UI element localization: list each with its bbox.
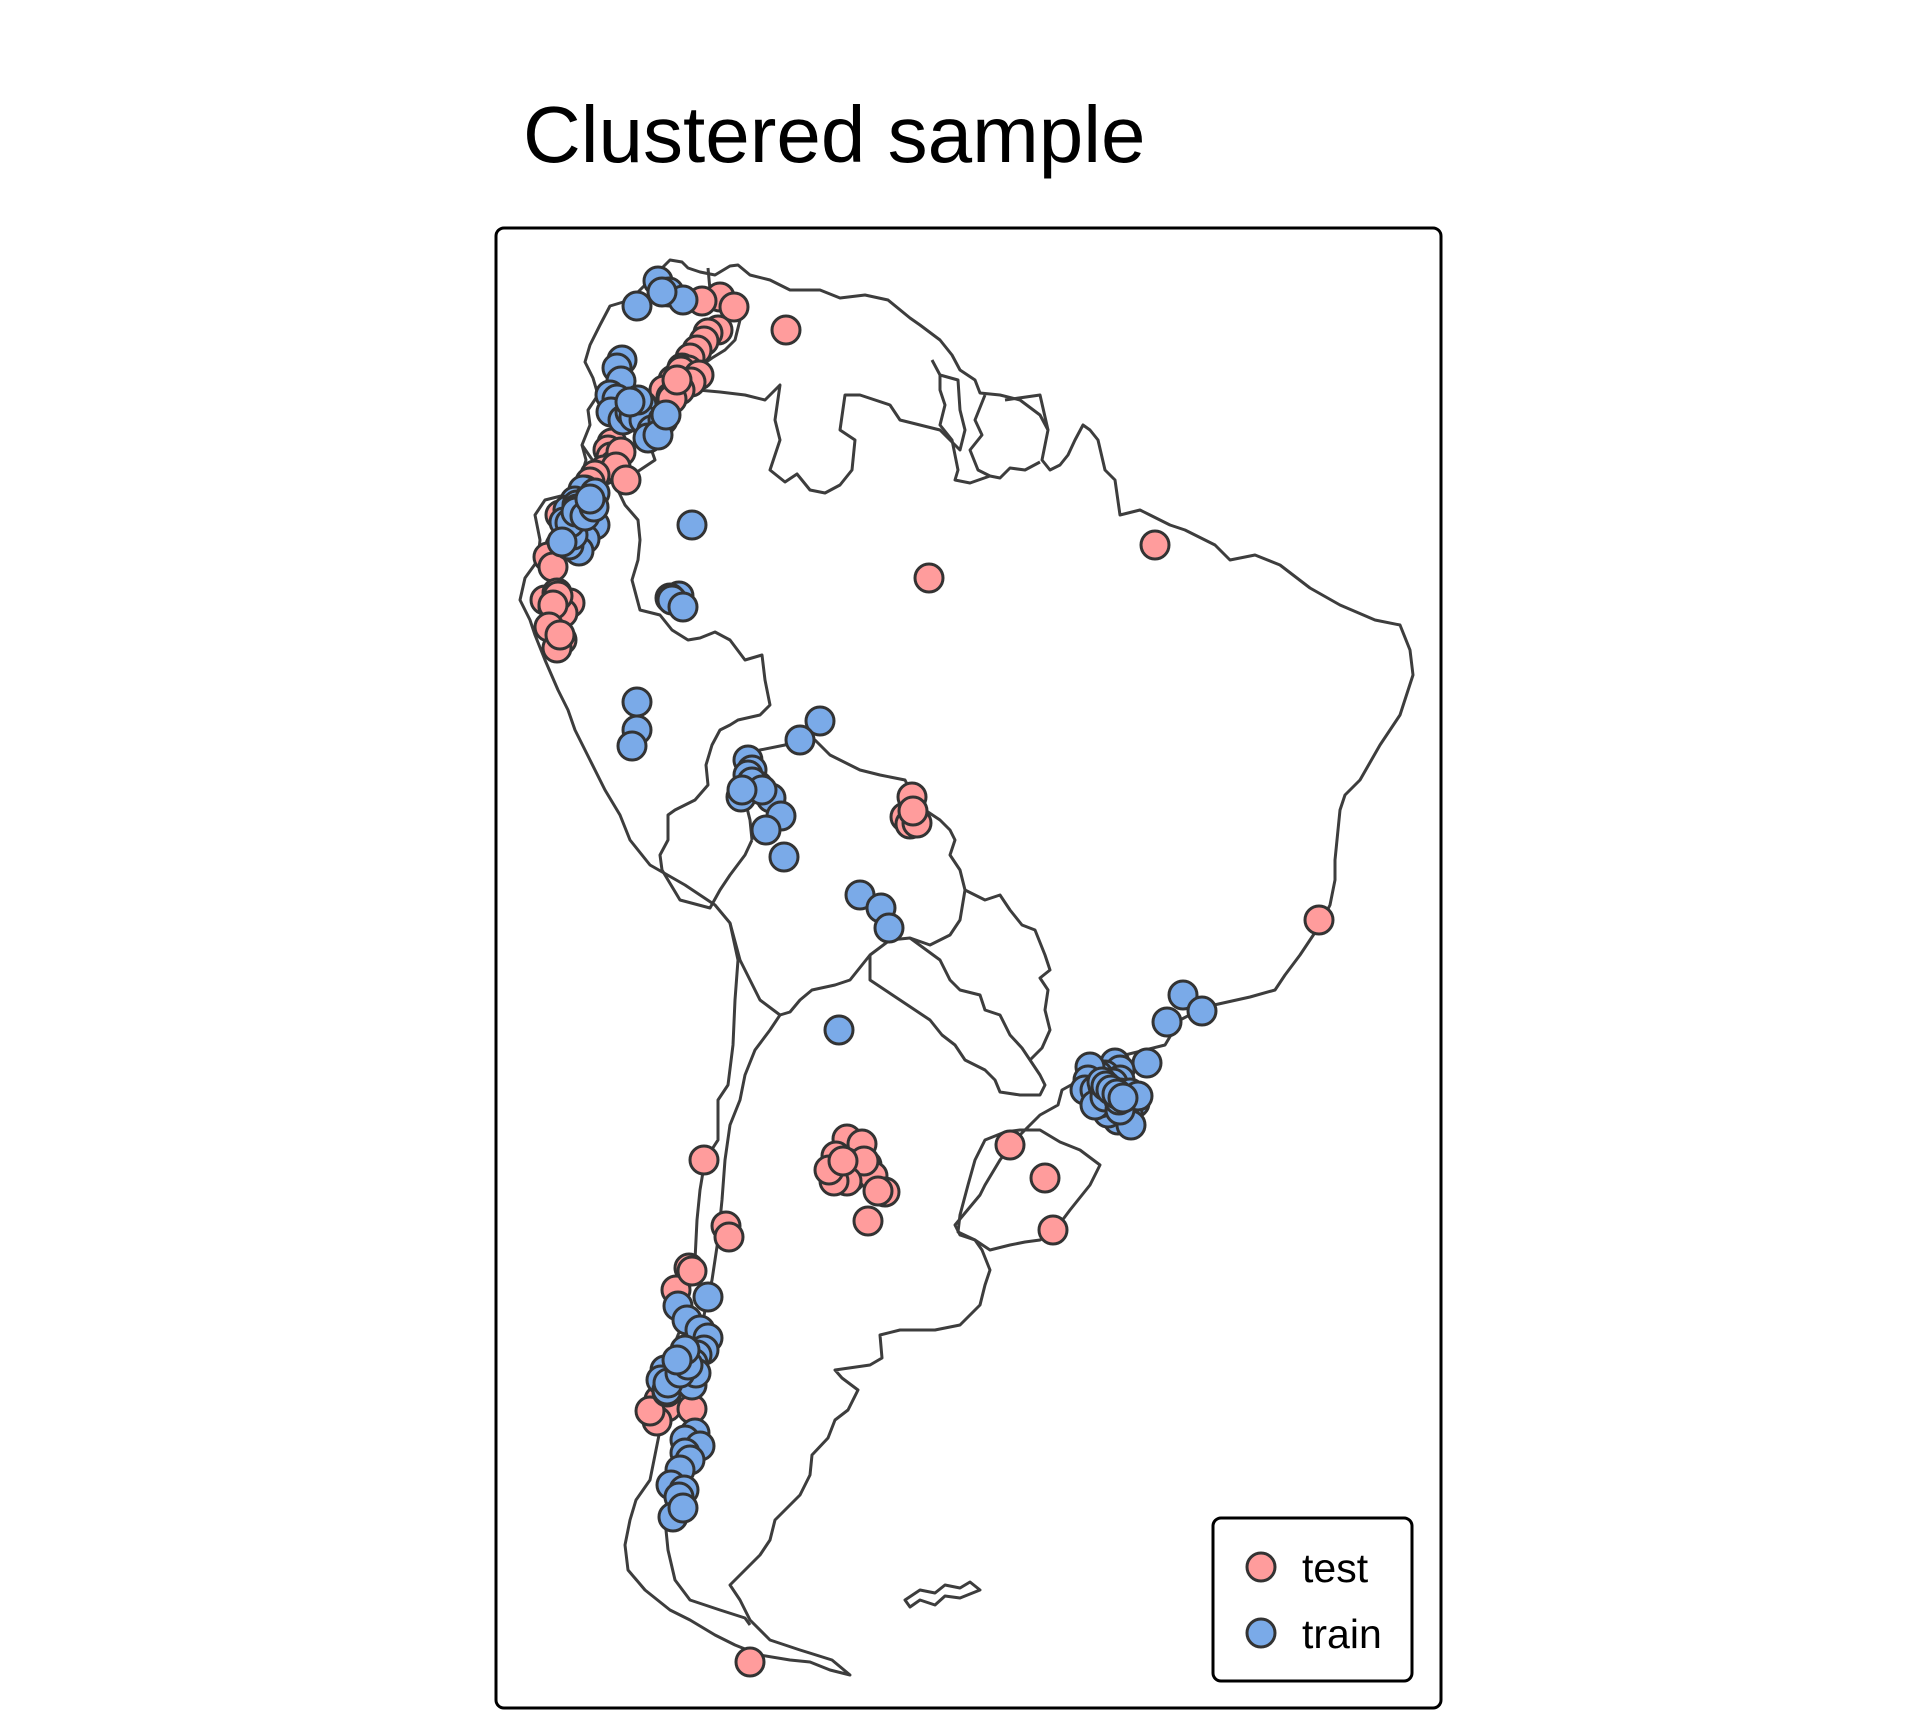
point-test [688,1144,720,1176]
border-line [728,733,967,1017]
point-test [610,464,642,496]
point-test [897,795,929,827]
point-test [913,562,945,594]
points-layer [529,265,1335,1678]
point-test [994,1129,1026,1161]
map-title: Clustered sample [523,90,1146,179]
point-train [676,509,708,541]
point-test [1037,1214,1069,1246]
point-train [661,1344,693,1376]
point-test [734,1646,766,1678]
border-line [688,267,967,495]
point-test [634,1395,666,1427]
point-test [770,314,802,346]
point-train [784,724,816,756]
point-train [650,399,682,431]
point-train [1107,1082,1139,1114]
border-line [964,888,1052,1062]
point-train [646,276,678,308]
legend-swatch-train [1245,1617,1277,1649]
point-test [1303,904,1335,936]
point-train [873,912,905,944]
border-line [968,394,991,478]
border-line [868,936,1047,1097]
point-train [616,730,648,762]
point-train [621,290,653,322]
point-test [1029,1162,1061,1194]
falkland-islands [903,1580,982,1609]
point-train [804,705,836,737]
point-train [726,774,758,806]
point-train [1131,1047,1163,1079]
point-train [750,814,782,846]
point-train [692,1281,724,1313]
point-train [823,1014,855,1046]
point-train [768,841,800,873]
legend-label-train: train [1302,1611,1382,1657]
point-test [1139,529,1171,561]
legend-swatch-test [1245,1551,1277,1583]
point-train [667,591,699,623]
point-test [713,1221,745,1253]
point-test [862,1175,894,1207]
point-train [614,386,646,418]
point-test [827,1145,859,1177]
point-train [621,686,653,718]
border-line [580,444,772,910]
continent-outline [518,258,1415,1677]
point-train [546,526,578,558]
point-test [676,1255,708,1287]
map-panel [494,226,1443,1710]
point-test [661,364,693,396]
legend-label-test: test [1302,1545,1369,1591]
point-train [1151,1006,1183,1038]
border-line [1004,393,1050,431]
point-test [718,291,750,323]
point-train [1186,995,1218,1027]
legend: test train [1211,1516,1414,1683]
point-train [667,1492,699,1524]
border-line [938,375,1041,485]
point-test [544,619,576,651]
point-train [574,483,606,515]
point-test [852,1205,884,1237]
